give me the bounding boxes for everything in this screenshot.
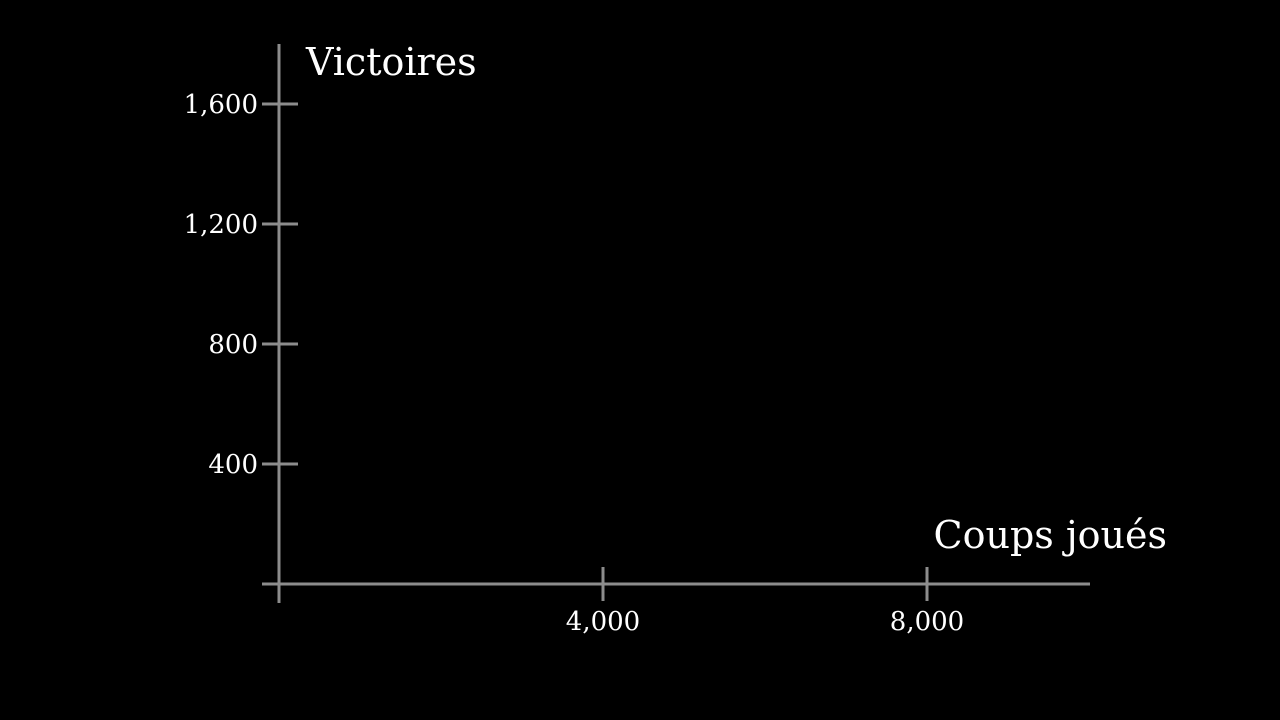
x-ticks: 4,000 8,000 <box>566 567 964 637</box>
y-tick-label: 400 <box>208 450 258 480</box>
x-tick-label: 4,000 <box>566 607 640 637</box>
x-tick-label: 8,000 <box>890 607 964 637</box>
y-axis-title: Victoires <box>305 40 477 84</box>
x-axis-title: Coups joués <box>934 513 1167 557</box>
y-tick-label: 1,600 <box>184 90 258 120</box>
y-ticks: 400 800 1,200 1,600 <box>184 90 298 480</box>
y-tick-label: 1,200 <box>184 210 258 240</box>
y-tick-label: 800 <box>208 330 258 360</box>
